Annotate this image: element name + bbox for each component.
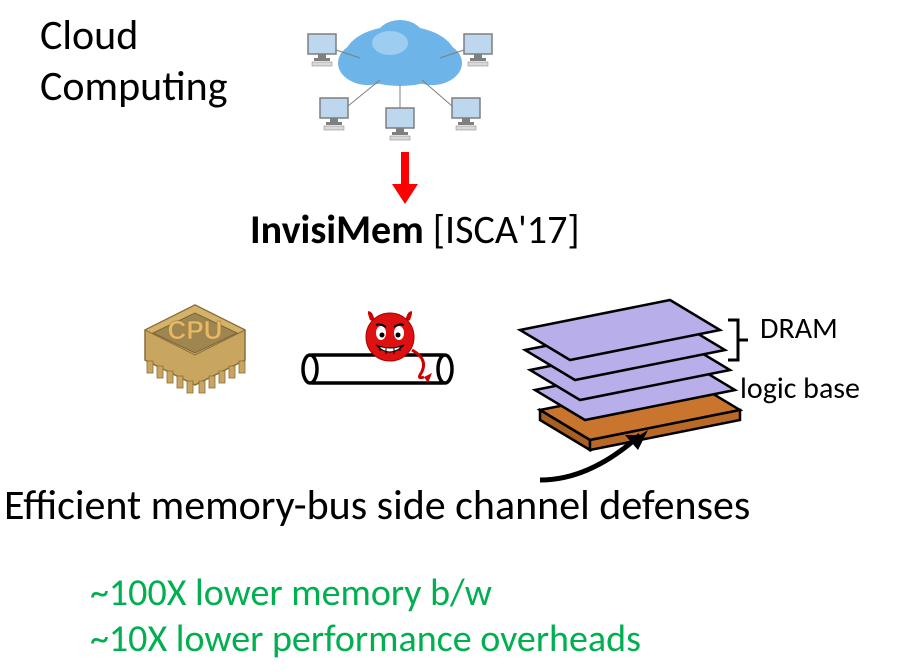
- monitor-icon: [452, 98, 480, 130]
- header-line2: Computing: [40, 61, 227, 112]
- cpu-label: CPU: [168, 315, 223, 345]
- benefits: ~100X lower memory b/w ~10X lower perfor…: [90, 570, 641, 662]
- dram-bracket: [728, 320, 748, 360]
- project-title: InvisiMem [ISCA'17]: [250, 205, 580, 254]
- cpu-chip: CPU: [110, 275, 280, 420]
- dram-label: DRAM: [760, 310, 838, 347]
- title-bold: InvisiMem: [250, 205, 424, 254]
- header-text: Cloud Computing: [40, 10, 227, 112]
- bus-devil: [300, 300, 500, 415]
- cloud-cluster: [290, 8, 510, 158]
- cloud-svg: [290, 8, 510, 158]
- monitor-icon: [320, 98, 348, 130]
- monitor-icon: [308, 34, 336, 66]
- benefit-line1: ~100X lower memory b/w: [90, 570, 641, 616]
- title-normal: [ISCA'17]: [424, 205, 580, 254]
- monitor-icon: [464, 34, 492, 66]
- logic-base-label: logic base: [740, 370, 860, 407]
- benefit-line2: ~10X lower performance overheads: [90, 616, 641, 662]
- header-line1: Cloud: [40, 10, 227, 61]
- caption-text: Efficient memory-bus side channel defens…: [4, 480, 750, 531]
- monitor-icon: [386, 108, 414, 140]
- down-arrow: [390, 150, 420, 210]
- cloud-icon: [338, 20, 462, 86]
